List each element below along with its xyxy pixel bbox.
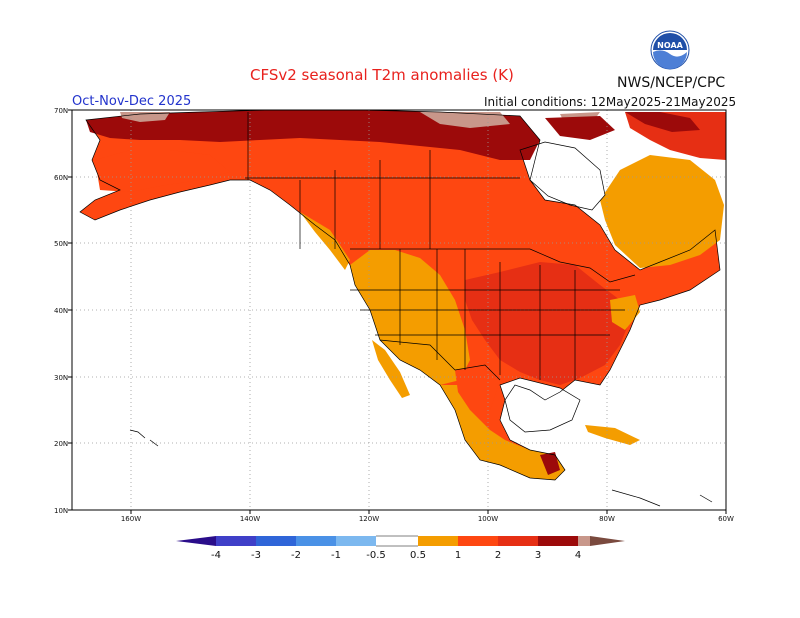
colorbar-swatch-lt-neg4: [176, 536, 216, 546]
colorbar: -4 -3 -2 -1 -0.5 0.5 1 2 3 4: [176, 535, 625, 561]
colorbar-swatch-neg2-neg1: [296, 536, 336, 546]
lon-tick-80w: 80W: [599, 515, 615, 523]
lon-tick-120w: 120W: [359, 515, 379, 523]
lat-tick-50n: 50N: [54, 240, 68, 248]
colorbar-swatch-1-2: [458, 536, 498, 546]
colorbar-label-3: 3: [535, 550, 541, 561]
initial-conditions-label: Initial conditions: 12May2025-21May2025: [484, 95, 737, 109]
colorbar-swatch-gt4: [578, 536, 590, 546]
lon-tick-100w: 100W: [478, 515, 498, 523]
lat-tick-40n: 40N: [54, 307, 68, 315]
colorbar-swatch-extreme: [590, 536, 625, 546]
colorbar-swatch-3-4: [538, 536, 578, 546]
colorbar-label-05: 0.5: [410, 550, 426, 561]
colorbar-label-2: 2: [495, 550, 501, 561]
colorbar-label-neg3: -3: [251, 550, 261, 561]
central-us-region: [465, 262, 630, 385]
arctic-band: [86, 110, 540, 160]
colorbar-label-neg05: -0.5: [366, 550, 386, 561]
lat-tick-10n: 10N: [54, 507, 68, 515]
lon-tick-60w: 60W: [718, 515, 734, 523]
lon-tick-160w: 160W: [121, 515, 141, 523]
lat-tick-60n: 60N: [54, 174, 68, 182]
gulf-of-mexico: [500, 378, 580, 432]
noaa-logo-icon: NOAA: [650, 30, 690, 70]
lon-axis: 160W 140W 120W 100W 80W 60W: [121, 510, 734, 523]
agency-label: NWS/NCEP/CPC: [617, 75, 726, 91]
lat-tick-20n: 20N: [54, 440, 68, 448]
colorbar-label-neg4: -4: [211, 550, 221, 561]
land-labrador: [600, 155, 724, 268]
lat-tick-30n: 30N: [54, 374, 68, 382]
boundaries: [79, 110, 721, 507]
colorbar-swatch-neg1-neg05: [336, 536, 376, 546]
mexico-region: [440, 385, 565, 480]
map-title: CFSv2 seasonal T2m anomalies (K): [250, 66, 514, 84]
colorbar-label-neg2: -2: [291, 550, 301, 561]
season-label: Oct-Nov-Dec 2025: [72, 94, 192, 109]
colorbar-label-1: 1: [455, 550, 461, 561]
colorbar-swatch-05-1: [418, 536, 458, 546]
colorbar-label-neg1: -1: [331, 550, 341, 561]
lat-axis: 70N 60N 50N 40N 30N 20N 10N: [54, 107, 72, 515]
colorbar-swatch-neutral: [376, 536, 418, 546]
colorbar-swatch-neg3-neg2: [256, 536, 296, 546]
hudson-bay: [520, 142, 605, 210]
noaa-logo-text: NOAA: [657, 41, 683, 50]
colorbar-swatch-neg4-neg3: [216, 536, 256, 546]
lat-tick-70n: 70N: [54, 107, 68, 115]
colorbar-swatch-2-3: [498, 536, 538, 546]
colorbar-label-4: 4: [575, 550, 581, 561]
western-us-region: [350, 250, 470, 385]
lon-tick-140w: 140W: [240, 515, 260, 523]
map-body: [72, 110, 726, 510]
